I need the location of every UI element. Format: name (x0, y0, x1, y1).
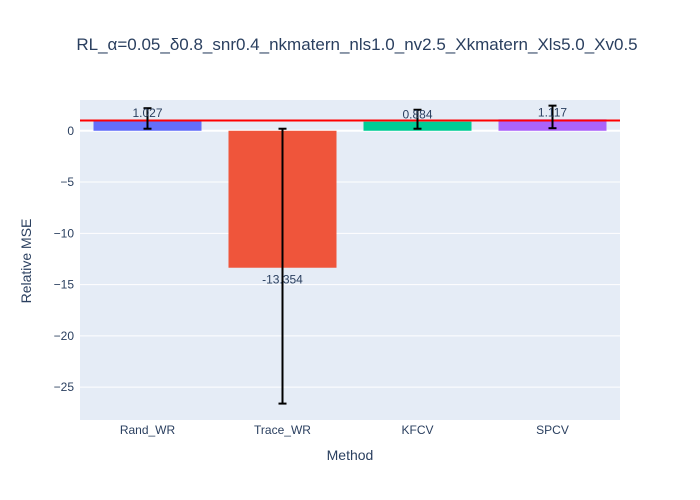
chart-title: RL_α=0.05_δ0.8_snr0.4_nkmatern_nls1.0_nv… (76, 35, 637, 54)
error-bar (278, 127, 287, 405)
error-bars (143, 104, 557, 405)
y-tick-label: 0 (67, 124, 74, 138)
plot-area (80, 100, 620, 420)
y-tick-label: −10 (54, 226, 75, 240)
y-tick-label: −20 (54, 329, 75, 343)
error-bar (143, 107, 152, 130)
error-bar (548, 104, 557, 130)
error-bar (413, 108, 422, 130)
y-axis-ticks: 0 −5 −10 −15 −20 −25 (54, 124, 75, 394)
y-tick-label: −5 (60, 175, 74, 189)
x-axis-ticks: Rand_WR Trace_WR KFCV SPCV (120, 423, 569, 437)
y-tick-label: −15 (54, 278, 75, 292)
data-label: 1.027 (132, 106, 162, 120)
x-tick-label: Trace_WR (254, 423, 311, 437)
data-labels: 1.027 -13.354 0.884 1.117 (132, 105, 567, 286)
y-axis-title: Relative MSE (18, 219, 34, 304)
data-label: -13.354 (262, 273, 303, 287)
x-tick-label: SPCV (536, 423, 569, 437)
x-axis-title: Method (327, 447, 374, 463)
x-tick-label: Rand_WR (120, 423, 176, 437)
x-tick-label: KFCV (401, 423, 433, 437)
data-label: 0.884 (402, 108, 432, 122)
data-label: 1.117 (538, 105, 567, 119)
y-tick-label: −25 (54, 380, 75, 394)
